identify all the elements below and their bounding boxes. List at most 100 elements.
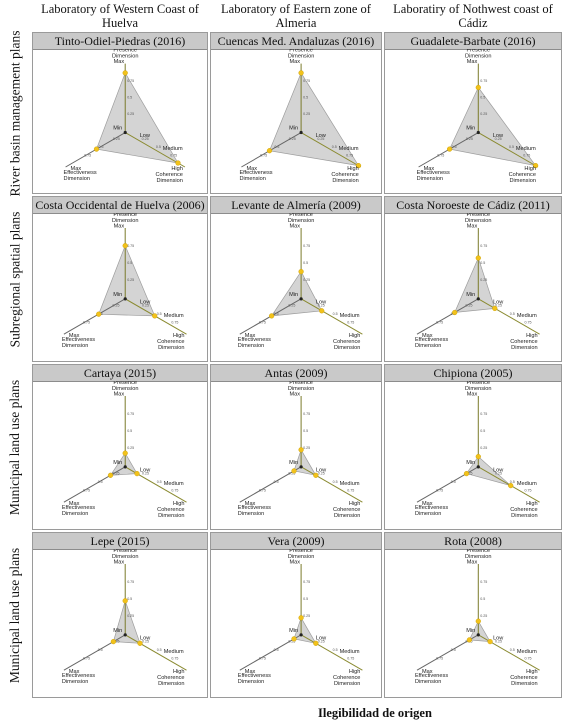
axis-tick-label: 0.75: [127, 580, 134, 584]
center-point: [299, 465, 303, 469]
max-label: Max: [246, 166, 257, 172]
presence-axis-label: Dimension: [112, 54, 138, 60]
coherence-axis-label: Coherence: [157, 507, 184, 513]
presence-axis-label: Dimension: [465, 54, 491, 60]
radar-cell: Levante de Almería (2009) 0.75 0.5 0.25 0.75…: [210, 196, 382, 362]
center-point: [123, 130, 127, 135]
effectiveness-axis-label: Effectiveness: [415, 673, 448, 679]
axis-tick-label: 0.25: [113, 471, 120, 475]
effectiveness-axis-label: Effectiveness: [417, 170, 450, 176]
low-label: Low: [140, 636, 151, 642]
axis-tick-label: 0.75: [523, 153, 530, 157]
max-label: Max: [114, 224, 125, 230]
axis-tick-label: 0.5: [333, 480, 338, 484]
max-label: Max: [245, 669, 256, 675]
axis-tick-label: 0.25: [142, 137, 149, 141]
axis-tick-label: 0.75: [480, 79, 487, 83]
axis-tick-label: 0.75: [303, 244, 310, 248]
axis-effectiveness: [239, 634, 302, 671]
radar-cell: Cuencas Med. Andaluzas (2016) 0.75 0.5 0.25…: [210, 32, 382, 194]
axis-tick-label: 0.5: [274, 145, 279, 149]
axis-tick-label: 0.5: [303, 261, 308, 265]
axis-tick-label: 0.25: [142, 639, 149, 643]
axis-effectiveness: [239, 466, 302, 503]
axis-tick-label: 0.25: [303, 614, 310, 618]
low-label: Low: [316, 133, 327, 139]
max-label: Max: [69, 333, 80, 339]
center-point: [476, 633, 480, 637]
radar-chart: 0.750.50.250.750.50.250.750.50.25Presenc…: [415, 213, 540, 351]
presence-axis-label: Dimension: [288, 218, 314, 224]
coherence-axis-label: High: [526, 501, 538, 507]
max-label: Max: [290, 560, 301, 566]
value-point-presence: [122, 243, 128, 249]
low-label: Low: [493, 300, 504, 306]
radar-chart: 0.750.50.250.750.50.250.750.50.25Presenc…: [415, 381, 540, 519]
axis-tick-label: 0.75: [347, 488, 354, 492]
axis-tick-label: 0.25: [289, 137, 296, 141]
max-label: Max: [290, 392, 301, 398]
radar-chart: 0.750.50.250.750.50.250.750.50.25Presenc…: [64, 49, 186, 184]
radar-cell: Vera (2009) 0.75 0.5 0.25 0.75 0.5 0.25 0.75 0.5…: [210, 532, 382, 698]
coherence-axis-label: Dimension: [158, 681, 184, 687]
presence-axis-label: Presence: [466, 213, 490, 218]
coherence-axis-label: High: [173, 333, 185, 339]
value-polygon: [270, 270, 323, 317]
coherence-axis-label: High: [349, 333, 361, 339]
medium-label: Medium: [517, 481, 537, 487]
axis-tick-label: 0.5: [333, 312, 338, 316]
min-label: Min: [113, 126, 122, 132]
effectiveness-axis-label: Effectiveness: [238, 337, 271, 343]
value-point-coherence: [487, 638, 493, 645]
radar-chart: 0.750.50.250.750.50.250.750.50.25Presenc…: [62, 381, 187, 519]
effectiveness-axis-label: Effectiveness: [62, 337, 95, 343]
medium-label: Medium: [163, 146, 183, 152]
axis-tick-label: 0.75: [346, 153, 353, 157]
medium-label: Medium: [164, 481, 184, 487]
value-polygon: [293, 616, 317, 644]
value-point-effectiveness: [446, 146, 453, 152]
min-label: Min: [466, 126, 475, 132]
medium-label: Medium: [340, 649, 360, 655]
value-point-presence: [122, 70, 128, 76]
cell-title: Antas (2009): [211, 365, 381, 382]
axis-coherence: [300, 634, 363, 671]
coherence-axis-label: Coherence: [333, 675, 360, 681]
axis-tick-label: 0.75: [84, 153, 91, 157]
row-label-river-basin: River basin management plans: [7, 29, 23, 197]
axis-tick-label: 0.25: [303, 278, 310, 282]
effectiveness-axis-label: Dimension: [415, 343, 441, 349]
presence-axis-label: Dimension: [288, 386, 314, 392]
radar-chart: 0.750.50.250.750.50.250.750.50.25Presenc…: [417, 49, 539, 184]
cell-title: Costa Occidental de Huelva (2006): [33, 197, 207, 214]
effectiveness-axis-label: Effectiveness: [415, 337, 448, 343]
axis-tick-label: 0.25: [466, 303, 473, 307]
coherence-axis-label: Dimension: [511, 681, 537, 687]
axis-tick-label: 0.5: [127, 95, 132, 99]
axis-tick-label: 0.75: [525, 320, 532, 324]
axis-tick-label: 0.5: [98, 648, 103, 652]
axis-tick-label: 0.75: [480, 412, 487, 416]
cell-title: Tinto-Odiel-Piedras (2016): [33, 33, 207, 50]
effectiveness-axis-label: Dimension: [62, 511, 88, 517]
center-point: [476, 130, 480, 135]
axis-tick-label: 0.25: [113, 639, 120, 643]
effectiveness-axis-label: Dimension: [238, 679, 264, 685]
coherence-axis-label: High: [173, 501, 185, 507]
effectiveness-axis-label: Dimension: [238, 343, 264, 349]
value-point-effectiveness: [266, 148, 273, 154]
axis-tick-label: 0.75: [347, 656, 354, 660]
value-point-coherence: [313, 640, 319, 646]
center-point: [476, 465, 480, 469]
axis-tick-label: 0.75: [171, 320, 178, 324]
radar-cell: Chipiona (2005) 0.75 0.5 0.25 0.75 0.5 0.25 0.7…: [384, 364, 562, 530]
effectiveness-axis-label: Dimension: [64, 176, 90, 182]
effectiveness-axis-label: Effectiveness: [239, 170, 272, 176]
radar-cell: Costa Noroeste de Cádiz (2011) 0.75 0.5 0.2…: [384, 196, 562, 362]
axis-tick-label: 0.25: [127, 112, 134, 116]
coherence-axis-label: High: [526, 669, 538, 675]
coherence-axis-label: High: [171, 166, 183, 172]
presence-axis-label: Dimension: [112, 218, 138, 224]
effectiveness-axis-label: Effectiveness: [64, 170, 97, 176]
axis-tick-label: 0.75: [436, 320, 443, 324]
